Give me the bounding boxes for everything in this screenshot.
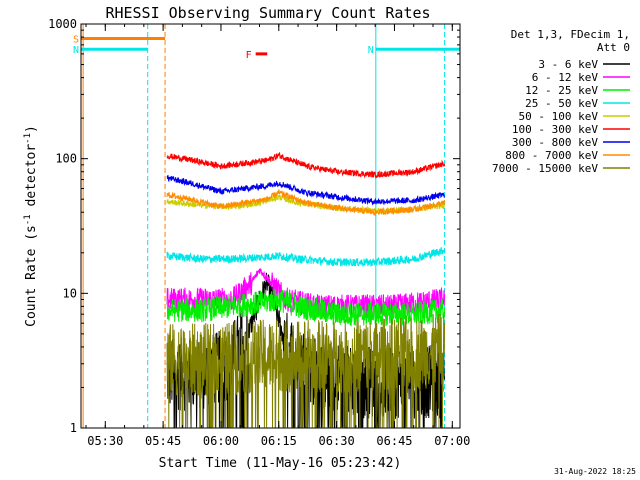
y-axis-label-mid: detector <box>24 144 39 215</box>
legend-header-line1: Det 1,3, FDecim 1, <box>511 28 630 41</box>
x-tick-label: 07:00 <box>434 434 470 448</box>
chart-title: RHESSI Observing Summary Count Rates <box>105 4 430 22</box>
x-tick-label: 05:45 <box>145 434 181 448</box>
flag-label: N <box>73 45 79 56</box>
flags-layer: SN NF <box>73 35 460 61</box>
y-axis-ticks: 1 10 100 1000 <box>48 17 460 435</box>
series-line <box>166 151 446 180</box>
series-layer <box>166 151 446 428</box>
legend-entry-label: 12 - 25 keV <box>525 84 598 97</box>
y-axis-label: Count Rate (s-1 detector-1) <box>23 125 39 327</box>
series-line <box>166 247 446 268</box>
legend-entry-label: 6 - 12 keV <box>532 71 599 84</box>
legend-header-line2: Att 0 <box>597 41 630 54</box>
legend-entry-label: 300 - 800 keV <box>512 136 598 149</box>
x-axis-label: Start Time (11-May-16 05:23:42) <box>159 456 402 471</box>
vertical-marker-lines <box>82 24 446 428</box>
x-axis-ticks: 05:30 05:45 06:00 06:15 06:30 06:45 07:00 <box>85 24 470 448</box>
legend-entry-label: 800 - 7000 keV <box>505 149 598 162</box>
flag-label: N <box>368 45 374 56</box>
x-tick-label: 06:15 <box>261 434 297 448</box>
legend-entry-label: 25 - 50 keV <box>525 97 598 110</box>
series-line <box>166 189 446 217</box>
x-tick-label: 06:00 <box>203 434 239 448</box>
y-axis-label-sup1: -1 <box>23 214 33 225</box>
x-tick-label: 05:30 <box>87 434 123 448</box>
footer-date: 31-Aug-2022 18:25 <box>554 467 636 476</box>
series-line <box>166 313 446 428</box>
legend-entry-label: 50 - 100 keV <box>519 110 599 123</box>
y-tick-label: 1 <box>70 421 77 435</box>
legend-entry-label: 7000 - 15000 keV <box>492 162 598 175</box>
x-tick-label: 06:45 <box>376 434 412 448</box>
flag-label: F <box>246 50 252 61</box>
flag-label: S <box>73 35 79 46</box>
y-tick-label: 10 <box>63 286 77 300</box>
y-tick-label: 100 <box>55 152 77 166</box>
legend-entry-label: 100 - 300 keV <box>512 123 598 136</box>
y-axis-label-sup2: -1 <box>23 133 33 144</box>
plot-frame <box>80 23 461 429</box>
y-axis-label-main: Count Rate (s <box>24 225 39 327</box>
legend-entry-label: 3 - 6 keV <box>538 58 598 71</box>
y-axis-label-end: ) <box>24 125 39 133</box>
series-line <box>166 288 446 327</box>
series-line <box>166 175 446 206</box>
x-tick-label: 06:30 <box>319 434 355 448</box>
y-tick-label: 1000 <box>48 17 77 31</box>
